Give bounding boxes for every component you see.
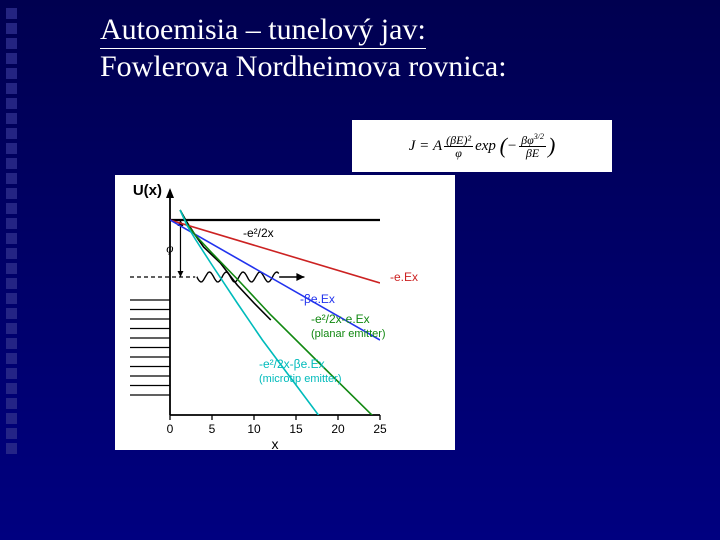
bullet-square bbox=[6, 38, 17, 49]
svg-text:φ: φ bbox=[166, 241, 173, 256]
bullet-square bbox=[6, 323, 17, 334]
svg-text:10: 10 bbox=[247, 422, 261, 436]
bullet-square bbox=[6, 23, 17, 34]
svg-text:5: 5 bbox=[209, 422, 216, 436]
bullet-square bbox=[6, 278, 17, 289]
potential-energy-diagram: 0510152025xU(x)φ-e²/2x-e.Ex-βe.Ex-e²/2x-… bbox=[115, 175, 455, 450]
bullet-square bbox=[6, 188, 17, 199]
svg-text:(microtip emitter): (microtip emitter) bbox=[259, 373, 342, 385]
svg-text:-e²/2x-βe.Ex: -e²/2x-βe.Ex bbox=[259, 357, 325, 371]
bullet-square bbox=[6, 443, 17, 454]
title-line-1: Autoemisia – tunelový jav: bbox=[100, 12, 426, 49]
bullet-square bbox=[6, 83, 17, 94]
bullet-square bbox=[6, 383, 17, 394]
bullet-square bbox=[6, 203, 17, 214]
svg-text:0: 0 bbox=[167, 422, 174, 436]
svg-text:25: 25 bbox=[373, 422, 387, 436]
svg-text:-e²/2x: -e²/2x bbox=[243, 226, 274, 240]
bullet-square bbox=[6, 218, 17, 229]
svg-text:U(x): U(x) bbox=[133, 182, 162, 199]
bullet-square bbox=[6, 263, 17, 274]
bullet-square bbox=[6, 53, 17, 64]
bullet-square bbox=[6, 413, 17, 424]
bullet-square bbox=[6, 293, 17, 304]
svg-text:x: x bbox=[272, 436, 279, 450]
svg-text:-e.Ex: -e.Ex bbox=[390, 270, 418, 284]
bullet-square bbox=[6, 308, 17, 319]
bullet-square bbox=[6, 113, 17, 124]
svg-text:15: 15 bbox=[289, 422, 303, 436]
bullet-square bbox=[6, 143, 17, 154]
bullet-square bbox=[6, 338, 17, 349]
svg-text:-βe.Ex: -βe.Ex bbox=[300, 292, 335, 306]
bullet-square bbox=[6, 98, 17, 109]
bullet-square bbox=[6, 68, 17, 79]
bullet-square bbox=[6, 128, 17, 139]
svg-text:20: 20 bbox=[331, 422, 345, 436]
title-line-2: Fowlerova Nordheimova rovnica: bbox=[100, 50, 507, 83]
bullet-square bbox=[6, 248, 17, 259]
bullet-square bbox=[6, 353, 17, 364]
slide-bullet-column bbox=[6, 8, 17, 454]
bullet-square bbox=[6, 368, 17, 379]
svg-text:-e²/2x-e.Ex: -e²/2x-e.Ex bbox=[311, 312, 370, 326]
bullet-square bbox=[6, 233, 17, 244]
bullet-square bbox=[6, 428, 17, 439]
slide-title: Autoemisia – tunelový jav: Fowlerova Nor… bbox=[100, 12, 507, 85]
bullet-square bbox=[6, 8, 17, 19]
bullet-square bbox=[6, 398, 17, 409]
bullet-square bbox=[6, 173, 17, 184]
svg-text:(planar emitter): (planar emitter) bbox=[311, 328, 386, 340]
bullet-square bbox=[6, 158, 17, 169]
fowler-nordheim-formula: J = A (βE)²φ exp (− βφ3/2βE ) bbox=[352, 120, 612, 172]
